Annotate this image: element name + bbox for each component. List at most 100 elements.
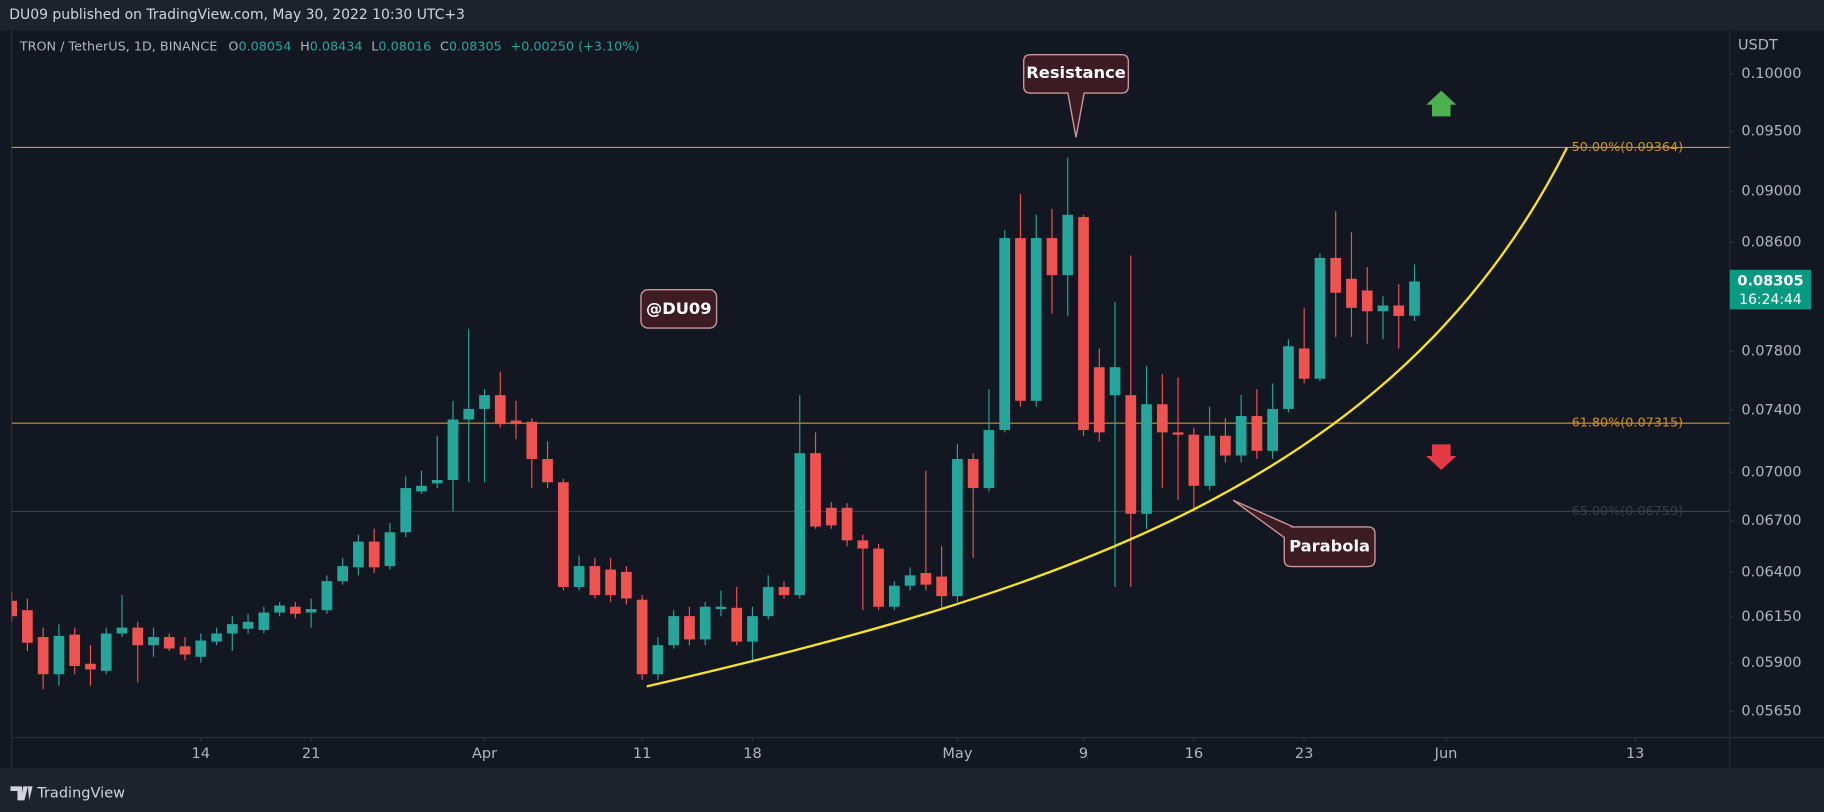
- candles: [11, 157, 1420, 690]
- candle-body: [605, 569, 616, 596]
- candle-body: [967, 458, 979, 489]
- candle-body: [1172, 432, 1184, 435]
- candle-body: [274, 605, 285, 613]
- candle-body: [510, 420, 522, 425]
- candle-body: [904, 575, 916, 586]
- candle-body: [684, 616, 695, 640]
- parabola-curve: [646, 147, 1568, 688]
- candle-body: [1204, 435, 1215, 486]
- candle-body: [1298, 348, 1310, 379]
- candle-body: [1109, 367, 1121, 396]
- candle-body: [747, 616, 758, 642]
- y-tick-label: 0.06150: [1741, 609, 1801, 625]
- candle-body: [557, 482, 569, 587]
- candle-body: [384, 532, 396, 567]
- ohlc-key: O: [228, 39, 238, 54]
- candle-body: [762, 586, 774, 617]
- candle-body: [1409, 281, 1420, 316]
- change: +0.00250 (+3.10%): [511, 39, 640, 54]
- footer-bar: [0, 767, 1824, 812]
- y-tick-label: 0.07000: [1741, 464, 1801, 480]
- candle-body: [1062, 214, 1074, 276]
- x-tick-label: 14: [192, 746, 210, 762]
- candle-body: [11, 600, 17, 617]
- callout-box: [1232, 499, 1376, 568]
- candle-body: [1346, 278, 1357, 308]
- candle-body: [731, 607, 743, 642]
- x-tick-label: 21: [302, 746, 321, 762]
- last-price-label: 0.08305: [1737, 273, 1803, 289]
- candle-body: [479, 395, 490, 409]
- y-tick-label: 0.10000: [1741, 66, 1801, 82]
- candle-body: [1125, 395, 1137, 514]
- candle-body: [85, 663, 96, 670]
- resistance-callout: Resistance: [1022, 53, 1130, 138]
- y-tick-label: 0.07400: [1741, 402, 1801, 418]
- logo-mark: [10, 786, 33, 801]
- candle-body: [1220, 435, 1231, 456]
- down-arrow: [1426, 444, 1457, 470]
- annotation: Parabola: [1289, 536, 1370, 555]
- candle-body: [226, 624, 238, 634]
- candle-body: [652, 645, 664, 675]
- candle-body: [258, 612, 270, 631]
- candle-body: [53, 635, 65, 675]
- candle-body: [636, 599, 648, 675]
- x-tick-label: 11: [633, 746, 652, 762]
- candle-body: [873, 548, 884, 607]
- candle-body: [1393, 305, 1405, 316]
- ohlc-value: 0.08016: [378, 39, 431, 54]
- candle-body: [211, 633, 222, 642]
- annotation: Resistance: [1026, 63, 1126, 82]
- candle-body: [1030, 238, 1042, 401]
- candle-body: [368, 541, 380, 568]
- candle-body: [1156, 404, 1168, 433]
- candle-body: [526, 421, 538, 459]
- y-tick-label: 0.06400: [1741, 564, 1801, 580]
- ohlc-key: L: [371, 39, 379, 54]
- ohlc-value: 0.08305: [449, 39, 502, 54]
- candle-body: [1361, 290, 1373, 312]
- ohlc-value: 0.08434: [310, 39, 363, 54]
- price-axis-unit: USDT: [1738, 37, 1778, 53]
- x-tick-label: May: [942, 746, 972, 762]
- candle-body: [778, 586, 790, 596]
- candle-body: [290, 606, 301, 614]
- candle-body: [589, 566, 601, 596]
- levels: [11, 146, 1730, 513]
- candle-body: [1377, 305, 1389, 312]
- candle-body: [494, 395, 506, 425]
- candle-body: [1093, 367, 1105, 433]
- candle-body: [463, 408, 475, 420]
- candle-body: [22, 610, 33, 643]
- candle-body: [179, 646, 191, 655]
- candle-body: [1015, 238, 1026, 401]
- ohlc-key: H: [300, 39, 310, 54]
- candle-body: [337, 566, 349, 582]
- candle-body: [447, 419, 459, 480]
- candle-body: [999, 238, 1011, 431]
- candle-body: [621, 571, 632, 599]
- candle-body: [857, 540, 869, 549]
- x-tick-label: 23: [1295, 746, 1314, 762]
- candle-body: [542, 458, 553, 483]
- candle-body: [699, 606, 711, 640]
- y-tick-label: 0.09500: [1741, 123, 1801, 139]
- candle-body: [1267, 408, 1279, 451]
- y-tick-label: 0.05900: [1741, 655, 1801, 671]
- x-tick-label: 16: [1185, 746, 1204, 762]
- candle-body: [1235, 416, 1247, 456]
- candle-body: [305, 609, 317, 613]
- y-tick-label: 0.08600: [1741, 234, 1801, 250]
- y-tick-label: 0.09000: [1741, 184, 1801, 200]
- candle-body: [321, 581, 333, 611]
- level-label: 65.00%(0.06759): [1572, 504, 1684, 519]
- up-arrow: [1426, 90, 1457, 117]
- candle-body: [1078, 217, 1089, 431]
- ohlc-key: C: [440, 39, 449, 54]
- candle-body: [416, 485, 427, 492]
- candle-body: [825, 507, 837, 526]
- candle-body: [37, 637, 49, 675]
- x-tick-label: Jun: [1434, 746, 1458, 762]
